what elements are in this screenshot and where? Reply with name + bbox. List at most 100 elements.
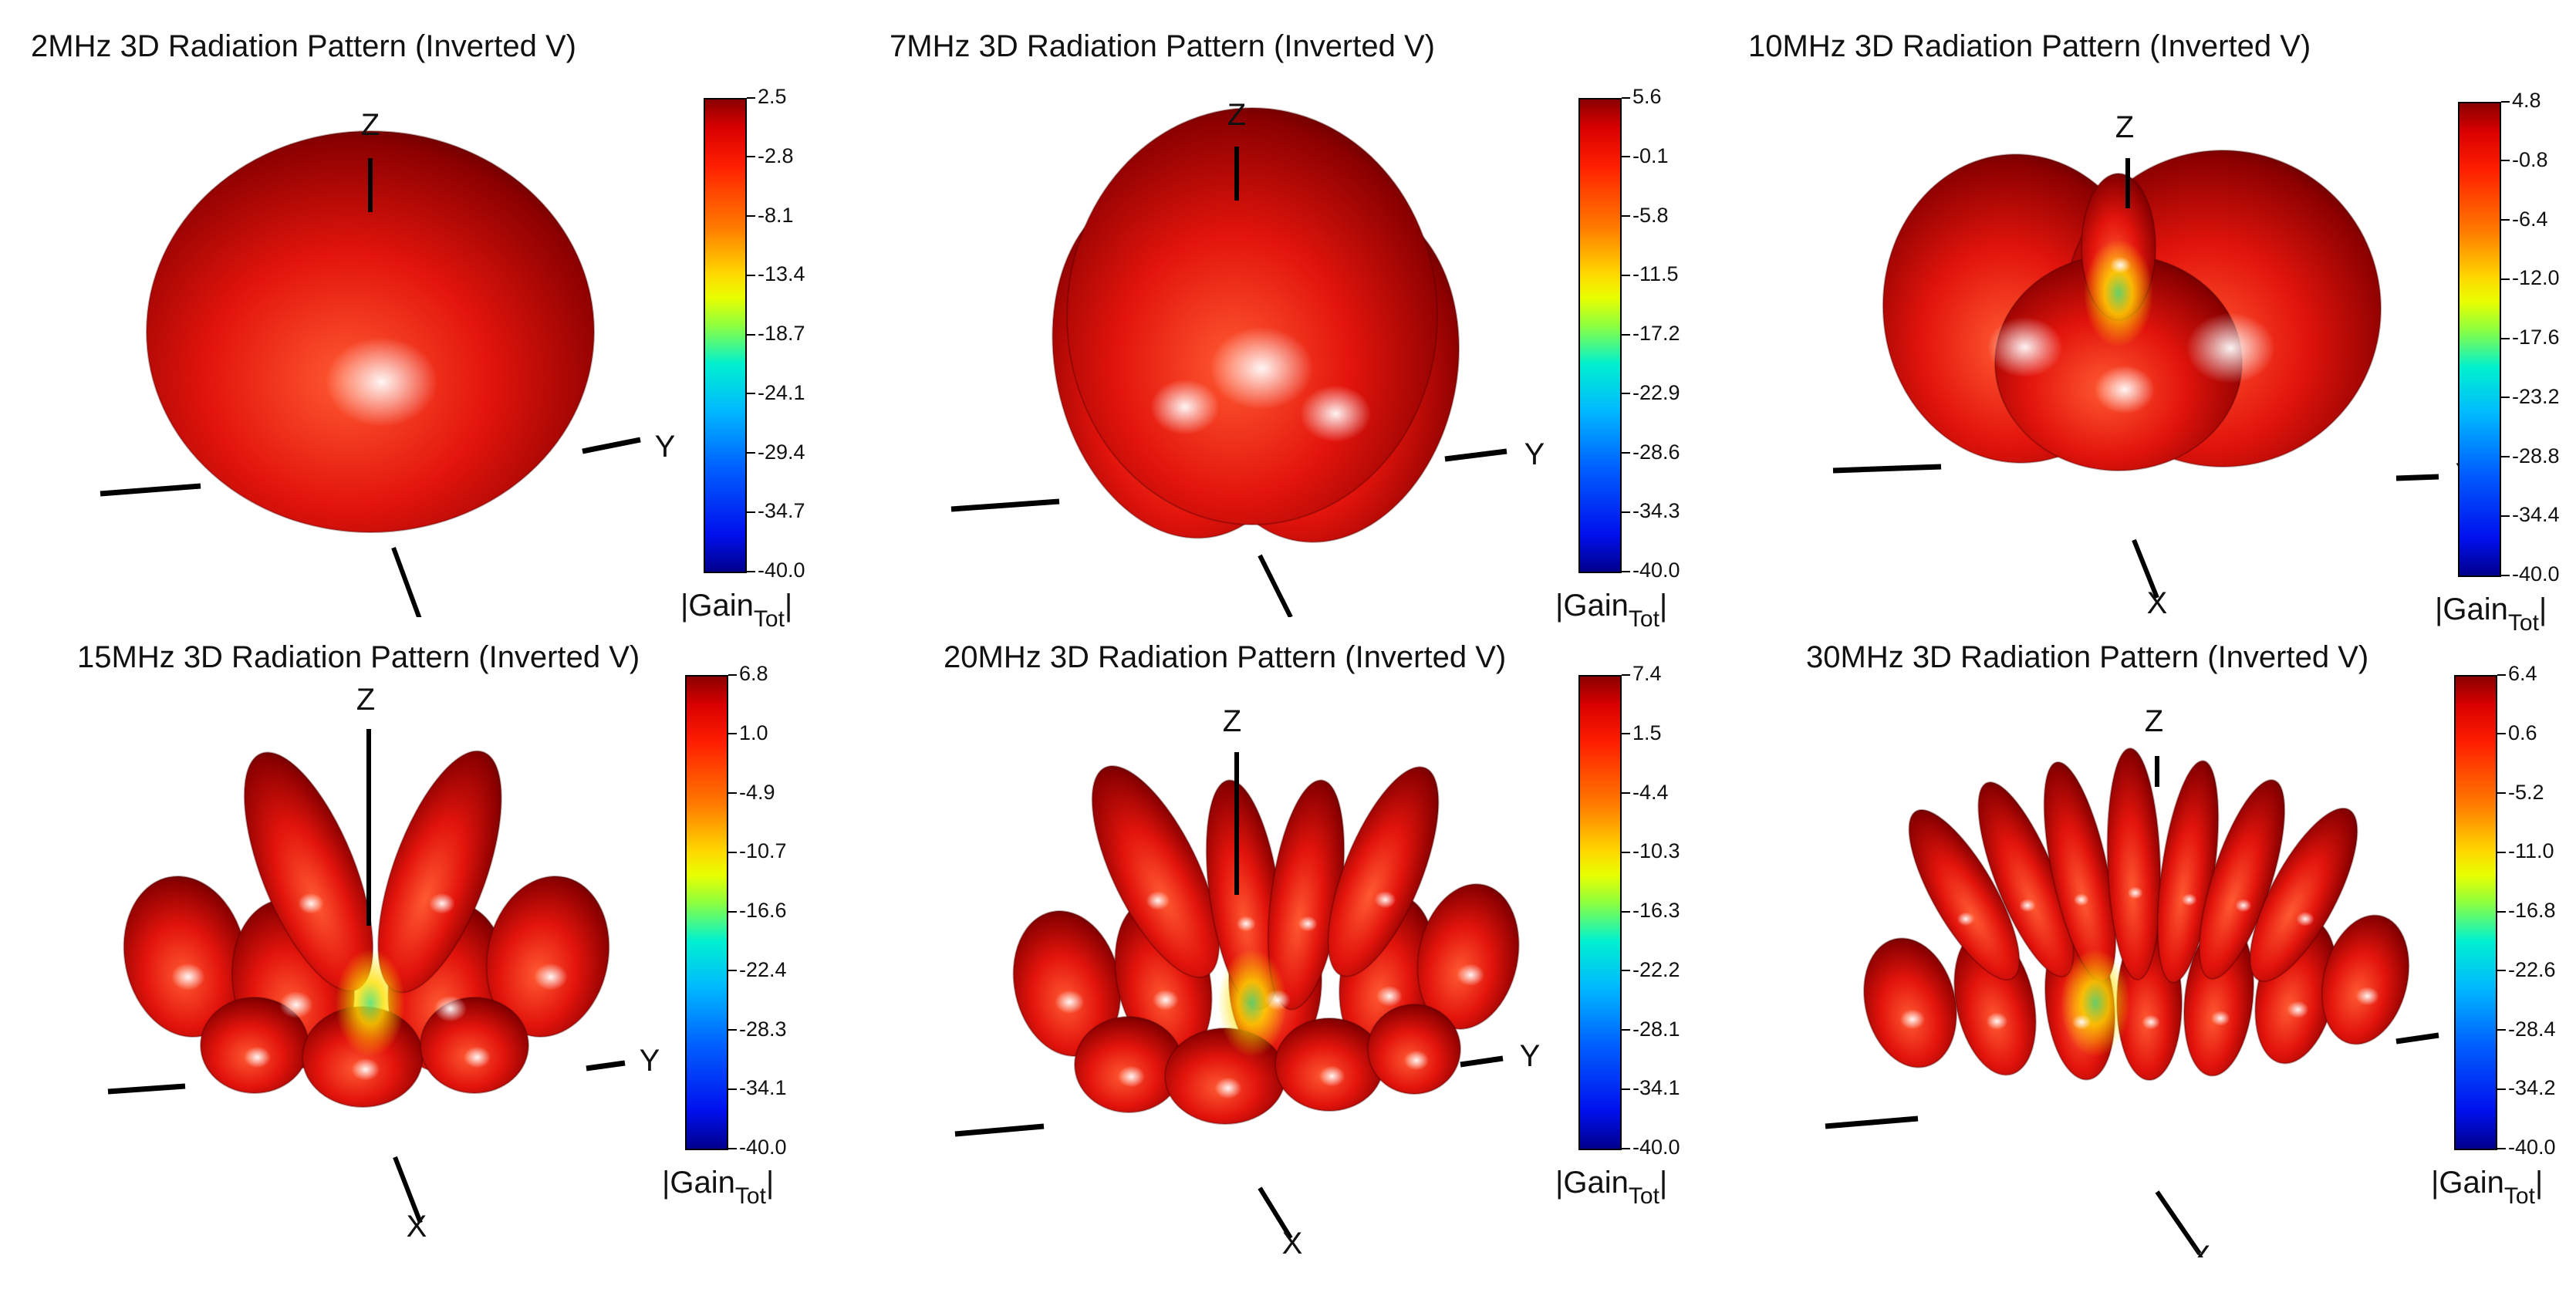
colorbar-tick-label: -22.6 <box>2497 957 2556 981</box>
x-axis-line <box>2155 1190 2202 1255</box>
colorbar-tick-label: -28.6 <box>1622 440 1680 464</box>
colorbar-label: |GainTot| <box>1555 589 1668 632</box>
z-axis-label: Z <box>361 108 380 142</box>
colorbar-tick-label: -4.9 <box>728 780 775 804</box>
specular-highlight <box>2186 312 2275 384</box>
specular-highlight <box>1457 964 1485 987</box>
y-axis-negative-line <box>100 483 201 497</box>
colorbar-tick-label: 0.6 <box>2497 721 2537 744</box>
specular-highlight <box>2287 1001 2309 1018</box>
colorbar <box>1578 98 1622 573</box>
specular-highlight <box>171 963 205 991</box>
lobe-12 <box>1327 766 1440 977</box>
pattern-plot-30MHz: ZYX <box>1825 704 2474 1257</box>
colorbar <box>2458 102 2501 577</box>
plot-title: 20MHz 3D Radiation Pattern (Inverted V) <box>944 640 1507 674</box>
specular-highlight <box>1403 1050 1430 1071</box>
colorbar-tick-label: -0.8 <box>2501 147 2548 171</box>
colorbar-tick-label: -22.9 <box>1622 380 1680 404</box>
panel-15MHz: Z Y X 15MHz 3D Radiation Pattern (Inverted … <box>0 640 859 1257</box>
colorbar-tick-label: -17.2 <box>1622 322 1680 345</box>
colorbar-tick-label: -16.6 <box>728 899 787 922</box>
x-axis-label: X <box>2190 1240 2211 1257</box>
colorbar-label: |GainTot| <box>2431 1166 2544 1209</box>
plot-title: 15MHz 3D Radiation Pattern (Inverted V) <box>77 640 640 674</box>
z-axis-label: Z <box>2145 704 2163 738</box>
panel-2MHz: ZYX2MHz 3D Radiation Pattern (Inverted V… <box>0 0 859 632</box>
panel-30MHz: ZYX 30MHz 3D Radiation Pattern (Inverted … <box>1717 640 2576 1257</box>
lobe-12 <box>2198 779 2286 980</box>
colorbar-tick-label: -5.8 <box>1622 203 1669 227</box>
colorbar-tick-label: -12.0 <box>2501 266 2560 290</box>
y-axis-line <box>2395 474 2439 481</box>
specular-highlight <box>1214 1077 1242 1099</box>
y-axis-negative-line <box>954 1123 1045 1137</box>
specular-highlight <box>1209 326 1314 410</box>
y-axis-negative-line <box>1832 464 1942 474</box>
lobe-0 <box>1863 937 1957 1068</box>
specular-highlight <box>2235 899 2252 913</box>
x-axis-line <box>2132 538 2159 599</box>
colorbar-tick-label: -18.7 <box>747 322 805 345</box>
colorbar-tick-label: -10.3 <box>1622 839 1680 863</box>
colorbar-tick-label: -22.4 <box>728 957 787 981</box>
specular-highlight <box>351 1058 380 1081</box>
specular-highlight <box>2181 893 2197 906</box>
null-region <box>2084 239 2153 347</box>
colorbar-tick-label: -34.4 <box>2501 503 2560 527</box>
z-axis-label: Z <box>1223 704 1241 738</box>
colorbar-tick-label: -23.2 <box>2501 384 2560 408</box>
colorbar-label: |GainTot| <box>680 589 793 632</box>
colorbar-tick-label: -17.6 <box>2501 326 2560 349</box>
specular-highlight <box>2296 911 2314 926</box>
null-region <box>1217 949 1287 1057</box>
colorbar-tick-label: -28.8 <box>2501 444 2560 467</box>
pattern-plot-7MHz: ZYX <box>950 98 1545 617</box>
y-axis-negative-line <box>1825 1115 1919 1129</box>
colorbar-tick-label: -10.7 <box>728 839 787 863</box>
colorbar-tick-label: -0.1 <box>1622 143 1669 167</box>
plot-title: 30MHz 3D Radiation Pattern (Inverted V) <box>1806 640 2369 674</box>
specular-highlight <box>2094 365 2156 414</box>
y-axis-line <box>1444 448 1507 462</box>
pattern-plot-2MHz: ZYX <box>100 108 676 617</box>
specular-highlight <box>1150 379 1220 435</box>
colorbar-tick-label: -16.3 <box>1622 899 1680 922</box>
colorbar-tick-label: -16.8 <box>2497 899 2556 922</box>
specular-highlight <box>1376 985 1403 1007</box>
lobe-9 <box>1091 765 1220 978</box>
y-axis-line <box>582 437 641 454</box>
specular-highlight <box>464 1046 491 1068</box>
specular-highlight <box>2073 893 2089 906</box>
lobe-6 <box>2321 914 2410 1045</box>
panel-10MHz: ZYX 10MHz 3D Radiation Pattern (Inverted … <box>1717 0 2576 636</box>
colorbar-tick-label: -28.1 <box>1622 1017 1680 1041</box>
colorbar-tick-label: -34.7 <box>747 499 805 523</box>
colorbar-tick-label: -28.4 <box>2497 1017 2556 1041</box>
plot-title: 7MHz 3D Radiation Pattern (Inverted V) <box>890 29 1435 63</box>
specular-highlight <box>1899 1009 1926 1030</box>
lobe-2 <box>1066 107 1438 525</box>
specular-highlight <box>1987 316 2063 378</box>
colorbar-tick-label: -11.0 <box>2497 839 2554 863</box>
lobe-8 <box>1367 1004 1461 1095</box>
colorbar-tick-label: 7.4 <box>1622 662 1662 685</box>
y-axis-line <box>1460 1055 1504 1068</box>
x-axis-line <box>393 1156 423 1224</box>
colorbar-tick-label: 6.8 <box>728 662 768 685</box>
specular-highlight <box>2109 256 2131 274</box>
y-axis-negative-line <box>107 1083 186 1095</box>
specular-highlight <box>1298 916 1318 932</box>
specular-highlight <box>2142 1014 2160 1030</box>
x-axis-line <box>1258 1186 1293 1240</box>
specular-highlight <box>2019 899 2036 913</box>
colorbar-tick-label: -34.2 <box>2497 1076 2556 1100</box>
y-axis-label: Y <box>1520 1039 1541 1073</box>
colorbar-tick-label: 6.4 <box>2497 662 2537 685</box>
panel-7MHz: ZYX 7MHz 3D Radiation Pattern (Inverted V… <box>859 0 1717 632</box>
lobe-10 <box>2106 748 2162 980</box>
x-axis-line <box>1258 554 1293 617</box>
y-axis-label: Y <box>1524 437 1545 471</box>
colorbar-tick-label: -40.0 <box>2497 1136 2556 1159</box>
y-axis-label: Y <box>655 430 676 464</box>
